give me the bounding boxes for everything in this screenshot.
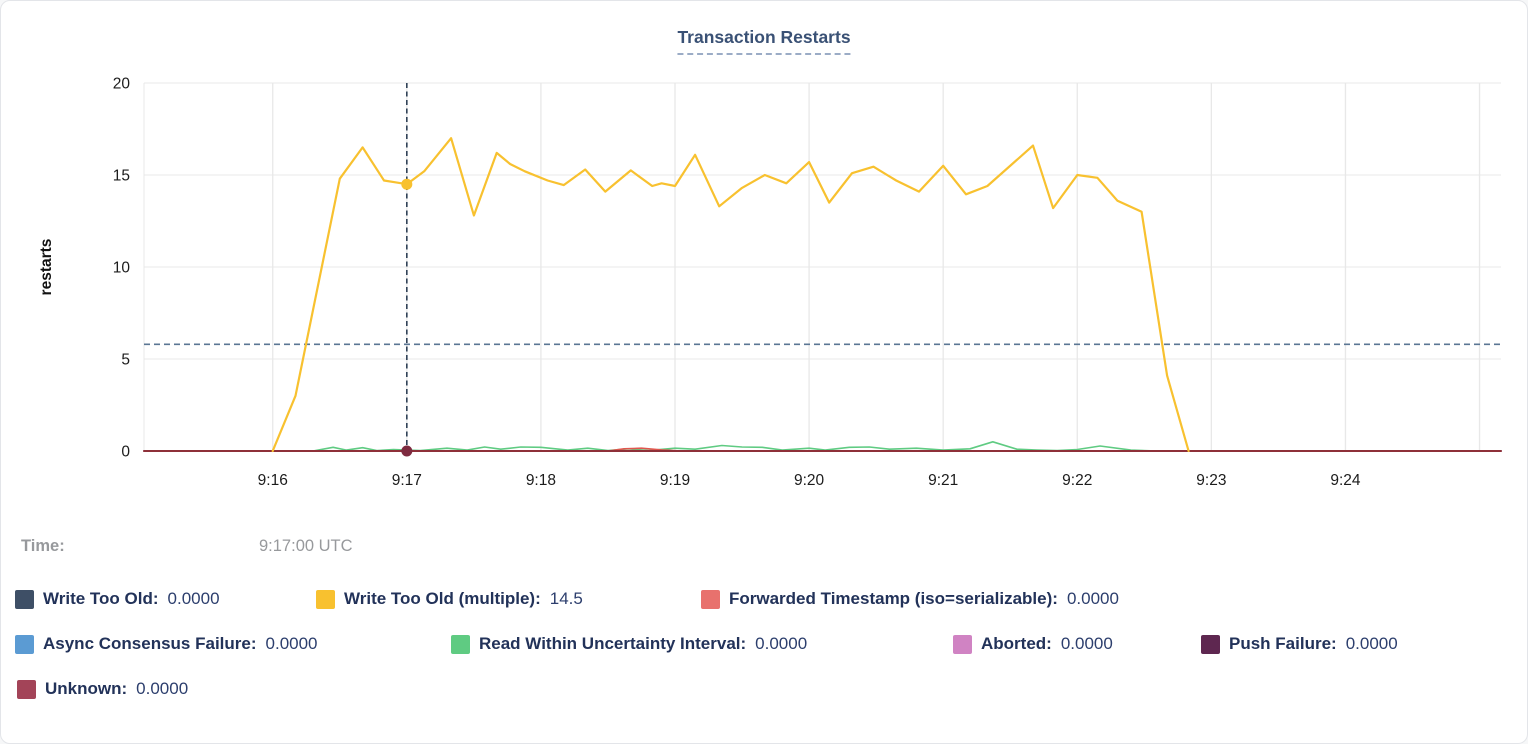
legend-series-value: 0.0000 xyxy=(167,589,220,608)
x-tick-label: 9:17 xyxy=(392,472,422,489)
legend-series-label: Push Failure: xyxy=(1229,634,1337,653)
x-tick-label: 9:19 xyxy=(660,472,690,489)
time-value: 9:17:00 UTC xyxy=(259,537,353,555)
y-tick-label: 20 xyxy=(113,76,131,93)
legend-series-label: Read Within Uncertainty Interval: xyxy=(479,634,747,653)
y-tick-label: 15 xyxy=(113,168,130,185)
legend-item: Write Too Old (multiple): 14.5 xyxy=(316,589,583,609)
crosshair-point-write-too-old-multiple- xyxy=(401,178,413,190)
time-label: Time: xyxy=(21,537,65,555)
y-tick-label: 0 xyxy=(121,444,130,461)
legend-series-value: 0.0000 xyxy=(1060,634,1113,653)
y-tick-label: 10 xyxy=(113,260,131,277)
hover-time-row: Time: 9:17:00 UTC xyxy=(1,537,1527,561)
legend-swatch xyxy=(1201,634,1220,654)
legend-item: Unknown: 0.0000 xyxy=(17,679,188,699)
legend-item: Async Consensus Failure: 0.0000 xyxy=(15,634,318,654)
legend-series-label: Write Too Old: xyxy=(43,589,159,608)
legend-series-value: 0.0000 xyxy=(1066,589,1119,608)
legend-item: Forwarded Timestamp (iso=serializable): 0… xyxy=(701,589,1119,609)
legend-swatch xyxy=(316,589,335,609)
legend-row: Write Too Old: 0.0000 Write Too Old (multi… xyxy=(1,589,1527,615)
legend-series-label: Async Consensus Failure: xyxy=(43,634,257,653)
legend-item: Read Within Uncertainty Interval: 0.0000 xyxy=(451,634,807,654)
legend-swatch xyxy=(953,634,972,654)
legend-item: Push Failure: 0.0000 xyxy=(1201,634,1398,654)
x-tick-label: 9:23 xyxy=(1196,472,1226,489)
legend-series-value: 0.0000 xyxy=(1345,634,1398,653)
x-tick-label: 9:18 xyxy=(526,472,556,489)
legend-series-label: Unknown: xyxy=(45,679,128,698)
legend-series-value: 14.5 xyxy=(549,589,583,608)
legend-swatch xyxy=(15,589,34,609)
series-line-write-too-old-multiple- xyxy=(271,137,1190,453)
legend-series-label: Write Too Old (multiple): xyxy=(344,589,541,608)
legend-row: Async Consensus Failure: 0.0000 Read Withi… xyxy=(1,634,1527,660)
legend-series-label: Aborted: xyxy=(981,634,1052,653)
x-tick-label: 9:20 xyxy=(794,472,825,489)
legend-series-value: 0.0000 xyxy=(755,634,808,653)
x-tick-label: 9:24 xyxy=(1330,472,1361,489)
x-tick-label: 9:22 xyxy=(1062,472,1092,489)
legend-swatch xyxy=(451,634,470,654)
legend-item: Aborted: 0.0000 xyxy=(953,634,1113,654)
y-tick-label: 5 xyxy=(121,352,130,369)
legend-series-value: 0.0000 xyxy=(136,679,189,698)
legend-swatch xyxy=(15,634,34,654)
x-tick-label: 9:16 xyxy=(258,472,288,489)
transaction-restarts-chart[interactable]: 0 5 10 15 20 9:16 9:17 9:18 9:19 9:20 9:21 9:22 9:23… xyxy=(1,1,1528,506)
series-line-read-within-uncertainty-interval xyxy=(143,440,1502,452)
legend-row: Unknown: 0.0000 xyxy=(1,679,1527,705)
legend-item: Write Too Old: 0.0000 xyxy=(15,589,220,609)
legend-series-value: 0.0000 xyxy=(265,634,318,653)
chart-title: Transaction Restarts xyxy=(677,27,851,55)
legend-swatch xyxy=(17,679,36,699)
legend-series-label: Forwarded Timestamp (iso=serializable): xyxy=(729,589,1058,608)
legend-swatch xyxy=(701,589,720,609)
crosshair-point-unknown xyxy=(401,445,413,457)
x-tick-label: 9:21 xyxy=(928,472,958,489)
